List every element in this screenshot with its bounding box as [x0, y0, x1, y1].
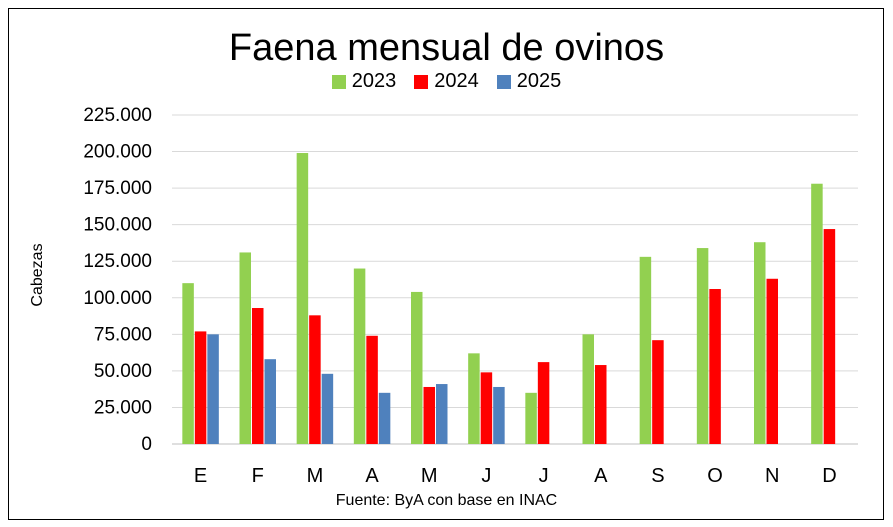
x-tick-label: D: [822, 465, 836, 487]
bar-2025-5: [493, 386, 505, 444]
bar-2023-7: [582, 334, 594, 444]
y-tick-label: 0: [141, 434, 152, 455]
legend: 2023 2024 2025: [0, 70, 893, 93]
bar-2023-6: [525, 392, 537, 444]
x-tick-label: A: [594, 465, 608, 487]
bar-2023-9: [696, 248, 709, 444]
bar-2024-3: [366, 335, 378, 444]
bar-2023-1: [239, 252, 251, 444]
x-tick-label: M: [307, 465, 324, 487]
legend-item-2024: 2024: [414, 70, 479, 93]
y-tick-label: 25.000: [94, 397, 152, 418]
bar-2025-4: [436, 384, 448, 444]
y-tick-label: 100.000: [83, 288, 152, 309]
bar-2025-0: [207, 334, 219, 444]
x-tick-label: J: [481, 465, 491, 487]
legend-label-2024: 2024: [434, 70, 479, 92]
bar-2024-4: [423, 386, 435, 444]
bar-2023-5: [468, 353, 480, 444]
bar-2024-1: [252, 308, 264, 444]
bar-2024-0: [194, 331, 207, 444]
bar-2024-9: [709, 289, 721, 444]
bar-2024-2: [309, 315, 321, 444]
bar-2023-4: [411, 291, 423, 444]
x-tick-label: M: [421, 465, 438, 487]
y-tick-label: 175.000: [83, 178, 152, 199]
bar-2024-5: [480, 372, 493, 444]
y-tick-label: 125.000: [83, 251, 152, 272]
legend-swatch-2023: [331, 74, 346, 89]
bar-2023-8: [639, 256, 652, 444]
legend-label-2023: 2023: [351, 70, 397, 92]
x-tick-label: A: [365, 465, 379, 487]
legend-label-2025: 2025: [516, 70, 562, 92]
x-tick-label: S: [651, 465, 664, 487]
bar-2025-3: [378, 392, 391, 444]
x-tick-label: O: [707, 465, 723, 487]
y-tick-label: 225.000: [83, 105, 152, 126]
bar-2023-3: [353, 268, 366, 444]
chart-title: Faena mensual de ovinos: [228, 27, 665, 69]
bar-2023-0: [182, 283, 194, 444]
y-tick-label: 75.000: [94, 324, 152, 345]
bar-2023-10: [754, 242, 766, 444]
x-tick-label: E: [194, 465, 207, 487]
bar-2025-2: [321, 373, 334, 444]
x-tick-label: J: [539, 465, 549, 487]
y-tick-label: 200.000: [83, 142, 152, 163]
source-note: Fuente: ByA con base en INAC: [335, 492, 558, 509]
y-tick-label: 50.000: [94, 361, 152, 382]
legend-item-2023: 2023: [331, 70, 397, 93]
bar-2024-6: [537, 362, 550, 444]
x-tick-label: N: [765, 465, 779, 487]
bar-2024-10: [766, 278, 778, 444]
bar-2023-11: [811, 183, 823, 445]
bar-2023-2: [296, 153, 309, 445]
legend-item-2025: 2025: [496, 70, 562, 93]
legend-swatch-2024: [414, 74, 429, 89]
bar-2025-1: [264, 359, 276, 444]
bar-2024-8: [652, 340, 664, 444]
bar-2024-7: [595, 365, 607, 444]
bar-2024-11: [823, 229, 836, 444]
legend-swatch-2025: [496, 74, 511, 89]
y-tick-label: 150.000: [83, 215, 152, 236]
x-tick-label: F: [252, 465, 264, 487]
